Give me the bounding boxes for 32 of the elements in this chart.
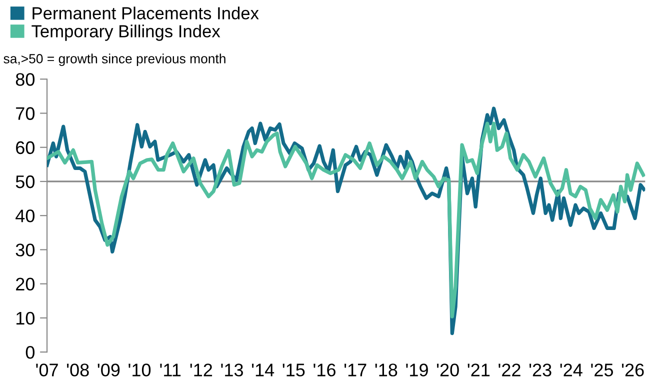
x-tick-label: '24 [560, 364, 582, 376]
y-tick-label: 30 [16, 244, 35, 256]
legend-label: Permanent Placements Index [32, 6, 259, 20]
y-tick-label: 80 [16, 73, 35, 86]
x-tick-label: '21 [468, 364, 490, 376]
x-tick-label: '25 [591, 364, 614, 376]
y-tick-label: 10 [16, 312, 35, 325]
x-tick-label: '23 [529, 364, 552, 376]
y-tick-label: 0 [26, 346, 35, 359]
x-tick-label: '26 [622, 364, 644, 376]
x-tick-label: '22 [498, 364, 520, 376]
x-tick-label: '08 [67, 364, 89, 376]
x-tick-label: '19 [406, 364, 428, 376]
x-tick-label: '18 [375, 364, 398, 376]
x-tick-label: '15 [282, 364, 305, 376]
y-tick-label: 20 [16, 278, 35, 291]
legend-label: Temporary Billings Index [32, 24, 220, 41]
y-tick-label: 40 [16, 210, 35, 222]
x-tick-label: '12 [190, 364, 212, 376]
x-tick-label: '07 [36, 364, 58, 376]
x-tick-label: '20 [436, 364, 459, 376]
x-tick-label: '13 [221, 364, 243, 376]
x-tick-label: '09 [98, 364, 120, 376]
y-tick-label: 60 [16, 141, 35, 154]
y-tick-label: 70 [16, 107, 35, 120]
x-tick-label: '11 [160, 364, 181, 376]
x-tick-label: '16 [314, 364, 336, 376]
text: sa,>50 = growth since previous month [4, 54, 226, 66]
x-tick-label: '17 [344, 364, 366, 376]
x-tick-label: '14 [252, 364, 274, 376]
y-tick-label: 50 [16, 175, 35, 188]
x-tick-label: '10 [128, 364, 151, 376]
